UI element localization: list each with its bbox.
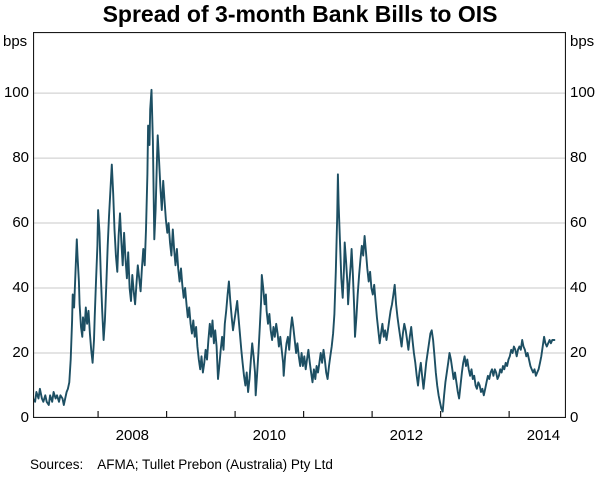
spread-line: [33, 88, 556, 413]
y-tick-label-left: 60: [12, 214, 29, 232]
y-tick-label-right: 20: [570, 344, 587, 362]
y-tick-label-right: 80: [570, 149, 587, 167]
y-tick-label-left: 20: [12, 344, 29, 362]
y-tick-label-left: 100: [3, 84, 29, 102]
x-tick-label: 2014: [526, 427, 561, 444]
plot-area: [33, 32, 566, 418]
x-tick-label: 2012: [389, 427, 424, 444]
y-tick-label-right: 60: [570, 214, 587, 232]
x-tick-label: 2008: [115, 427, 150, 444]
y-tick-label-left: 80: [12, 149, 29, 167]
y-tick-label-right: 0: [570, 409, 579, 426]
y-tick-label-left: 0: [20, 409, 29, 426]
sources-label: Sources:: [30, 457, 84, 472]
y-tick-label-right: 40: [570, 279, 587, 297]
sources-text: AFMA; Tullet Prebon (Australia) Pty Ltd: [97, 457, 333, 472]
sources-note: Sources: AFMA; Tullet Prebon (Australia) …: [30, 457, 333, 472]
y-tick-label-right: 100: [570, 84, 596, 102]
y-axis-unit-right: bps: [570, 33, 595, 50]
y-tick-label-left: 40: [12, 279, 29, 297]
plot-svg: [33, 32, 566, 418]
x-tick-label: 2010: [252, 427, 287, 444]
chart-title: Spread of 3-month Bank Bills to OIS: [102, 1, 498, 27]
y-axis-unit-left: bps: [3, 33, 28, 50]
plot-border: [33, 32, 566, 418]
